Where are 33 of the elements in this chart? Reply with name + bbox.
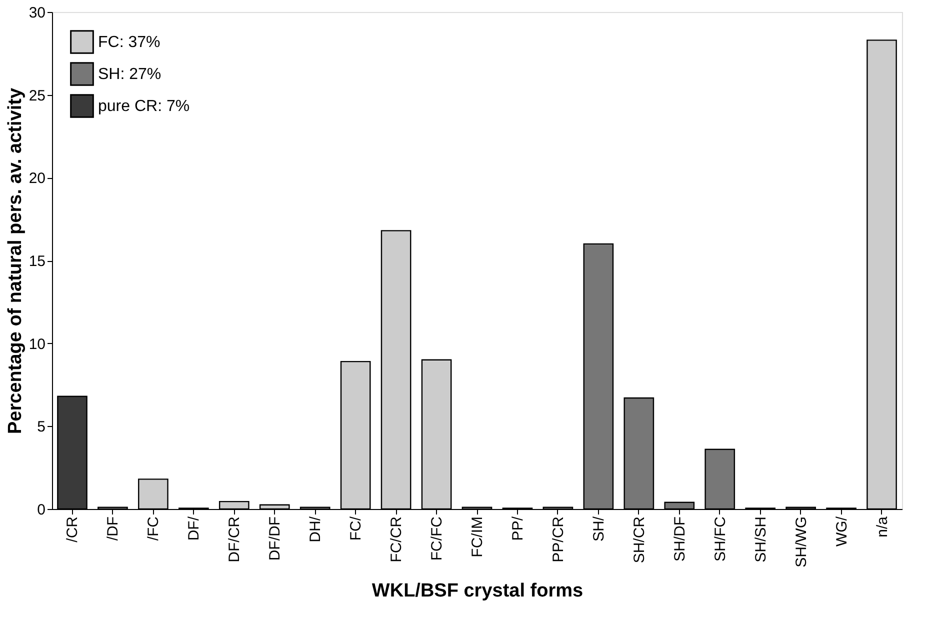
x-tick-label: FC/CR — [388, 516, 406, 562]
y-tick-label: 20 — [28, 170, 46, 188]
x-tick-label: PP/CR — [550, 516, 567, 562]
y-tick-label: 25 — [28, 87, 46, 104]
y-tick-label: 0 — [37, 502, 46, 518]
x-tick-label: DF/ — [186, 516, 203, 541]
x-tick-label: DF/CR — [226, 516, 244, 562]
y-tick-label: 5 — [37, 418, 46, 436]
y-axis-title: Percentage of natural pers. av. activity — [4, 88, 26, 434]
x-tick-label: WG/ — [833, 516, 850, 546]
x-axis-title: WKL/BSF crystal forms — [372, 580, 584, 602]
x-tick-label: SH/SH — [752, 516, 770, 562]
x-tick-label: /DF — [104, 516, 122, 541]
x-tick-label: PP/ — [509, 516, 526, 541]
x-tick-label: SH/ — [590, 516, 608, 542]
x-tick-label: SH/CR — [630, 516, 648, 564]
x-tick-label: FC/ — [348, 516, 365, 541]
x-tick-label: FC/FC — [428, 516, 446, 561]
y-tick-label: 10 — [28, 336, 46, 353]
y-tick-label: 30 — [28, 4, 46, 22]
x-tick-label: /CR — [64, 516, 82, 542]
x-tick-label: DF/DF — [266, 516, 284, 561]
x-tick-label: DH/ — [307, 516, 324, 542]
x-tick-label: SH/FC — [712, 516, 729, 562]
x-tick-label: SH/DF — [671, 516, 688, 562]
x-tick-label: SH/WG — [792, 516, 810, 568]
x-tick-label: /FC — [145, 516, 162, 541]
x-tick-label: FC/IM — [469, 516, 486, 558]
legend-label: pure CR: 7% — [98, 98, 190, 115]
y-tick-label: 15 — [28, 253, 46, 270]
legend-label: FC: 37% — [98, 34, 160, 51]
x-tick-label: n/a — [874, 516, 891, 538]
legend-label: SH: 27% — [98, 66, 162, 83]
